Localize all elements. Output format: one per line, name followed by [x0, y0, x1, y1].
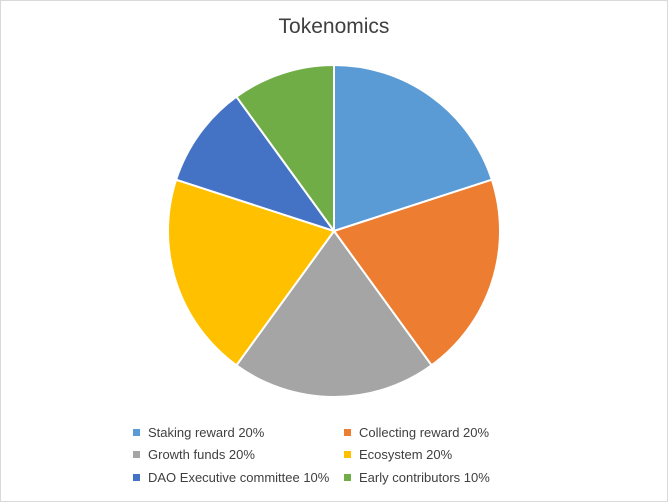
legend-item: Collecting reward 20%: [344, 425, 489, 440]
legend-item: DAO Executive committee 10%: [133, 470, 329, 485]
legend-label: Growth funds 20%: [148, 447, 255, 462]
pie-slice-collecting-reward: [332, 178, 501, 367]
pie-slice-early-contributors: [235, 63, 335, 235]
legend-label: Ecosystem 20%: [359, 447, 453, 462]
legend-label: DAO Executive committee 10%: [148, 470, 330, 485]
legend-label: Collecting reward 20%: [359, 425, 490, 440]
pie-slice-ecosystem: [167, 178, 336, 367]
legend-item: Ecosystem 20%: [344, 447, 452, 462]
legend-item: Early contributors 10%: [344, 470, 490, 485]
legend-swatch: [133, 474, 140, 481]
pie-slice-growth-funds: [235, 229, 433, 398]
legend-item: Growth funds 20%: [133, 447, 255, 462]
legend-swatch: [344, 429, 351, 436]
chart-title: Tokenomics: [278, 15, 390, 38]
legend-swatch: [133, 451, 140, 458]
legend-swatch: [344, 474, 351, 481]
legend-item: Staking reward 20%: [133, 425, 264, 440]
legend-label: Staking reward 20%: [148, 425, 265, 440]
legend-swatch: [344, 451, 351, 458]
legend-label: Early contributors 10%: [359, 470, 490, 485]
pie-slice-staking-reward: [333, 63, 494, 233]
legend-swatch: [133, 429, 140, 436]
pie-slice-dao-executive-committee: [174, 95, 337, 233]
